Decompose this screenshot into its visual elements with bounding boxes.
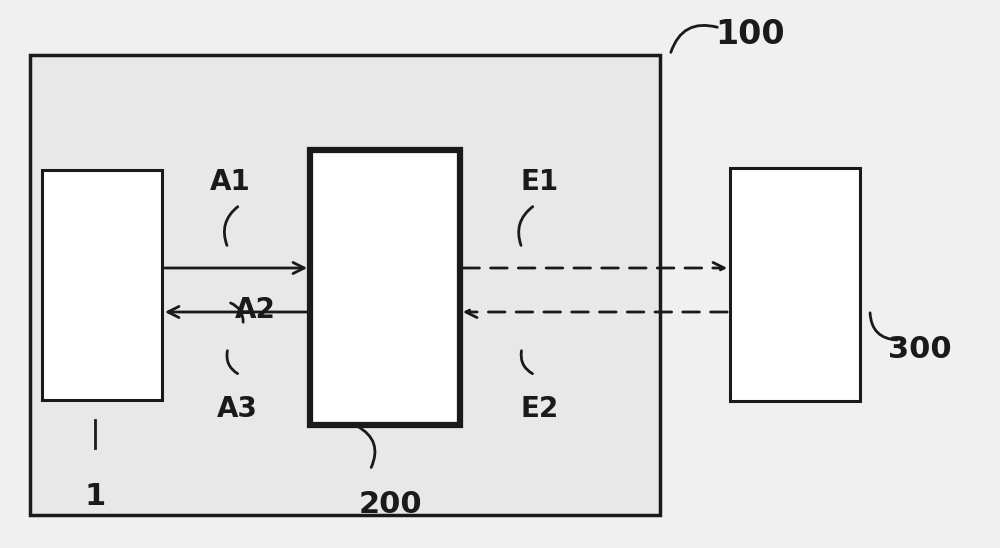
Text: 300: 300 [888,335,952,364]
Bar [310,150,460,425]
Bar [42,170,162,400]
Text: E1: E1 [521,168,559,196]
Text: 200: 200 [358,490,422,519]
Text: A2: A2 [235,296,275,324]
Bar [30,55,660,515]
Bar [730,168,860,401]
Text: 1: 1 [84,482,106,511]
Text: E2: E2 [521,395,559,423]
Text: A1: A1 [210,168,250,196]
Text: A3: A3 [217,395,257,423]
Text: 100: 100 [715,18,785,51]
